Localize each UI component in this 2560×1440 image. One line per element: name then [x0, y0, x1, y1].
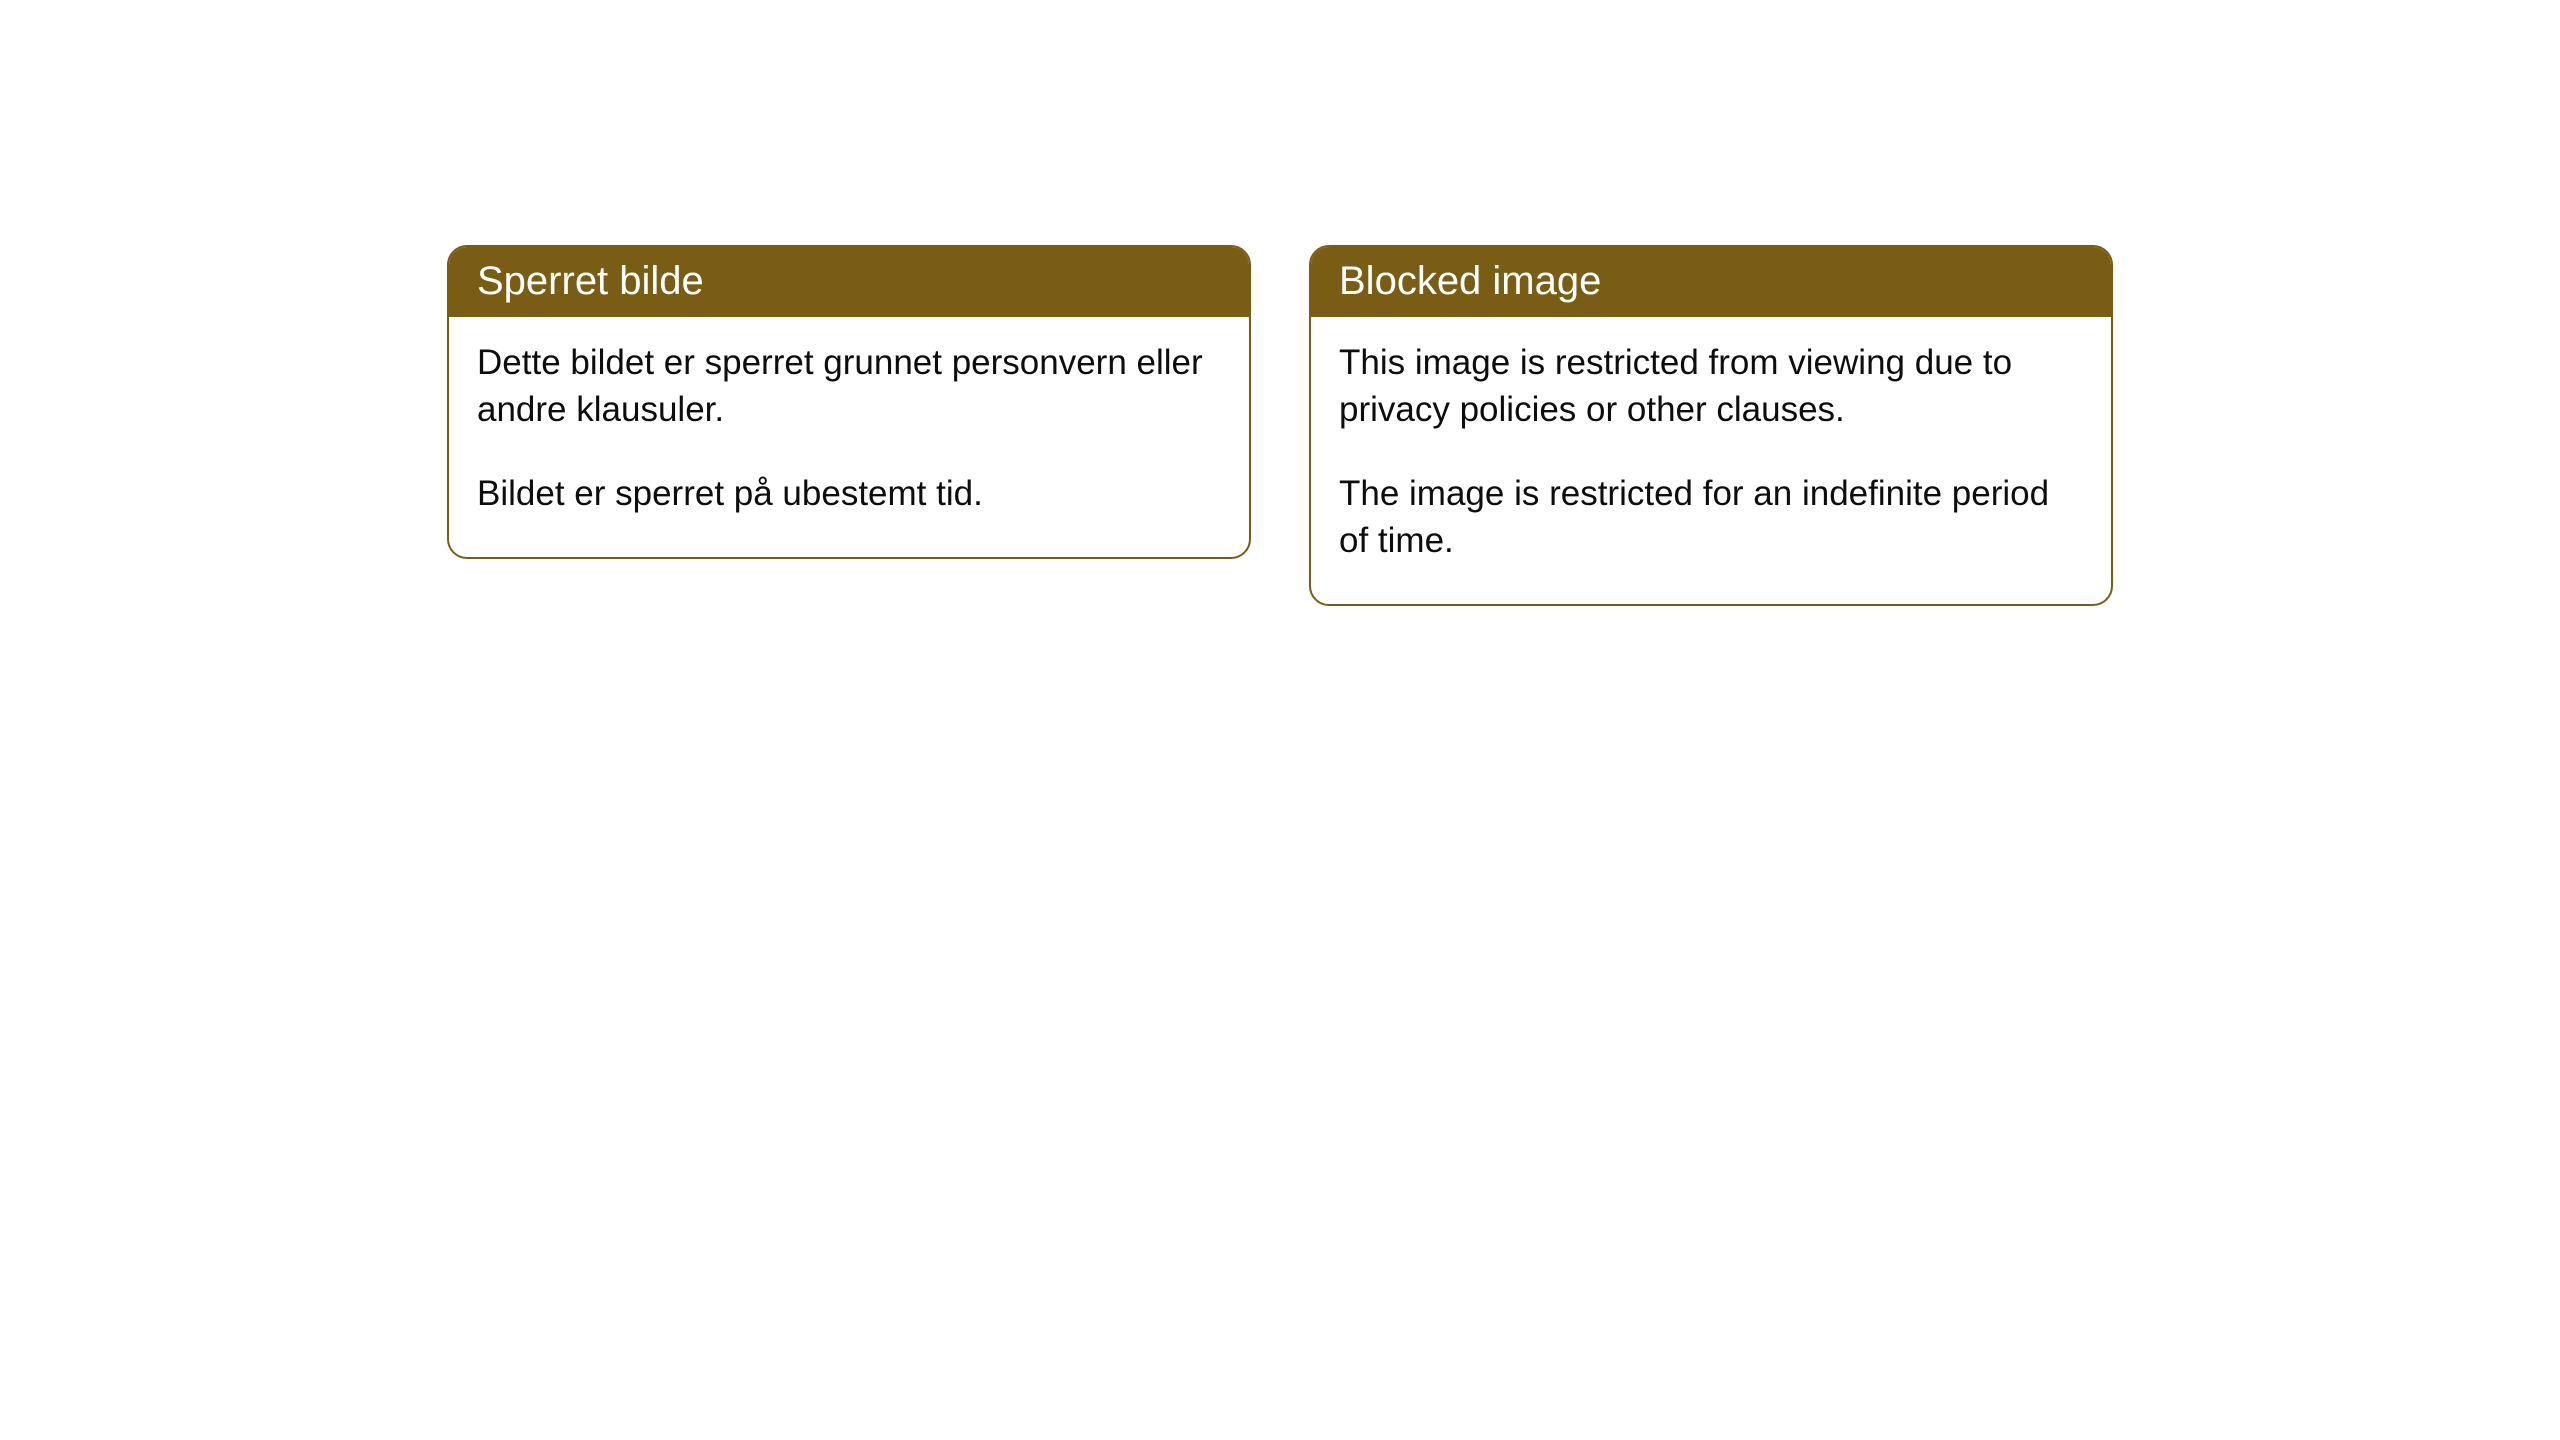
card-title: Blocked image: [1339, 259, 1601, 303]
card-paragraph: Dette bildet er sperret grunnet personve…: [477, 339, 1221, 434]
card-paragraph: This image is restricted from viewing du…: [1339, 339, 2083, 434]
blocked-image-card-en: Blocked image This image is restricted f…: [1309, 245, 2113, 606]
card-paragraph: The image is restricted for an indefinit…: [1339, 470, 2083, 565]
card-header: Sperret bilde: [449, 247, 1249, 317]
card-title: Sperret bilde: [477, 259, 704, 303]
card-body: Dette bildet er sperret grunnet personve…: [449, 317, 1249, 557]
blocked-image-card-no: Sperret bilde Dette bildet er sperret gr…: [447, 245, 1251, 559]
card-paragraph: Bildet er sperret på ubestemt tid.: [477, 470, 1221, 517]
card-header: Blocked image: [1311, 247, 2111, 317]
card-body: This image is restricted from viewing du…: [1311, 317, 2111, 604]
